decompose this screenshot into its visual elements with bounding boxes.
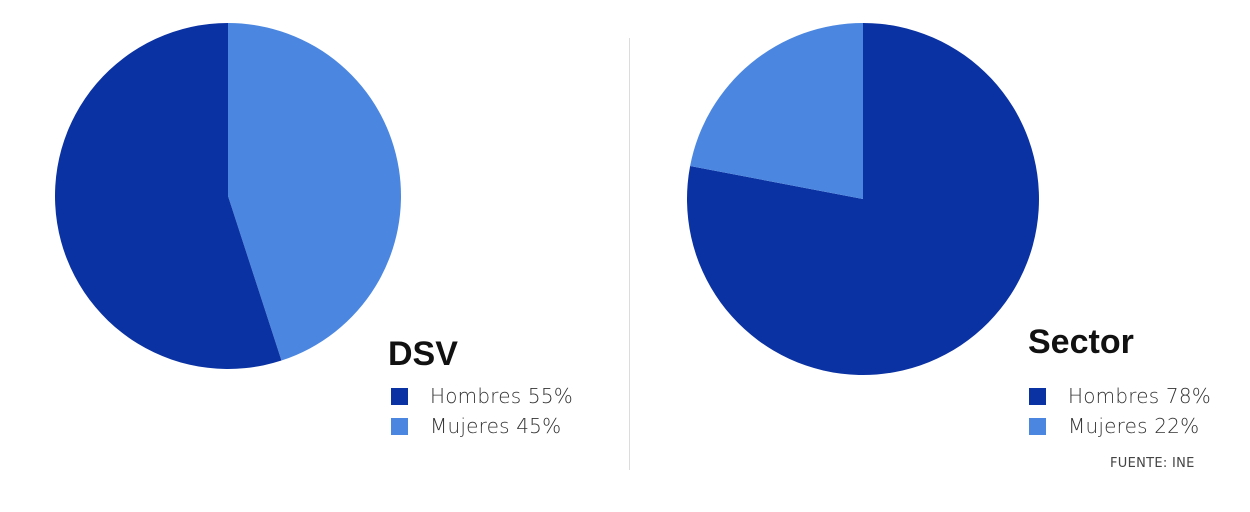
legend-swatch-hombres	[391, 387, 408, 405]
legend-item-hombres: Hombres 78%	[1029, 381, 1211, 411]
pie-slice-mujeres	[228, 23, 401, 361]
legend-item-mujeres: Mujeres 45%	[391, 411, 573, 441]
legend-label-hombres: Hombres 55%	[430, 384, 573, 408]
source-note: FUENTE: INE	[1110, 456, 1195, 471]
legend-label-mujeres: Mujeres 22%	[1068, 414, 1200, 438]
legend-swatch-mujeres	[391, 417, 408, 435]
legend-swatch-hombres	[1029, 387, 1046, 405]
divider	[629, 38, 630, 470]
legend-label-hombres: Hombres 78%	[1068, 384, 1211, 408]
legend-item-mujeres: Mujeres 22%	[1029, 411, 1211, 441]
pie-sector	[686, 23, 1039, 375]
chart-title-dsv: DSV	[388, 335, 458, 373]
pie-slice-mujeres	[690, 23, 863, 199]
legend-sector: Hombres 78% Mujeres 22%	[1029, 381, 1211, 441]
legend-label-mujeres: Mujeres 45%	[430, 414, 562, 438]
legend-dsv: Hombres 55% Mujeres 45%	[391, 381, 573, 441]
chart-title-sector: Sector	[1028, 323, 1134, 361]
pie-dsv	[54, 23, 401, 369]
legend-item-hombres: Hombres 55%	[391, 381, 573, 411]
legend-swatch-mujeres	[1029, 417, 1046, 435]
pie-slice-hombres	[54, 23, 282, 369]
